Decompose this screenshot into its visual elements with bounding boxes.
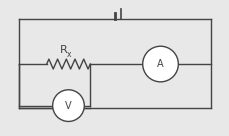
Circle shape: [143, 46, 178, 82]
Text: R: R: [60, 45, 67, 55]
Circle shape: [53, 90, 84, 121]
Text: A: A: [157, 59, 164, 69]
Text: x: x: [67, 50, 72, 59]
Text: V: V: [65, 101, 72, 111]
